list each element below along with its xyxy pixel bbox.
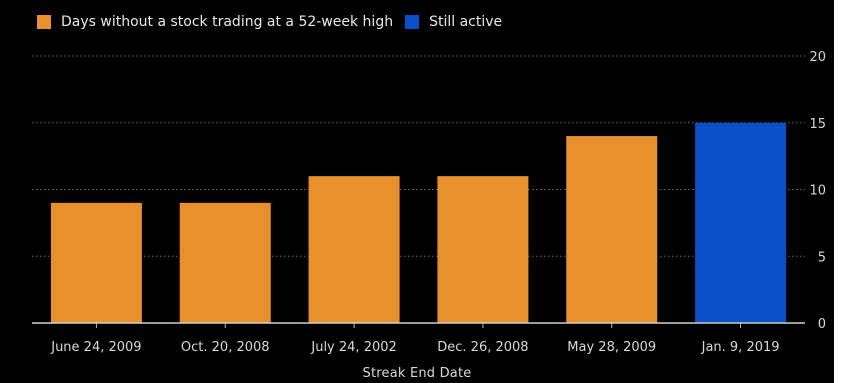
legend-item-days: Days without a stock trading at a 52-wee… <box>37 14 393 30</box>
bar <box>437 176 529 323</box>
legend: Days without a stock trading at a 52-wee… <box>37 14 514 30</box>
x-tick-label: June 24, 2009 <box>50 340 141 355</box>
legend-label-days: Days without a stock trading at a 52-wee… <box>61 14 394 30</box>
legend-item-active: Still active <box>405 14 502 30</box>
bar <box>566 136 658 323</box>
x-tick-label: Oct. 20, 2008 <box>181 340 270 355</box>
x-axis-title: Streak End Date <box>362 366 472 381</box>
y-tick-label: 20 <box>809 50 826 65</box>
legend-label-active: Still active <box>429 14 503 30</box>
bar <box>179 202 271 323</box>
x-tick-label: July 24, 2002 <box>310 340 396 355</box>
bar <box>308 176 400 323</box>
y-tick-label: 0 <box>818 317 826 332</box>
x-tick-label: May 28, 2009 <box>567 340 656 355</box>
bar <box>695 122 787 323</box>
y-tick-label: 5 <box>818 250 826 265</box>
y-tick-label: 10 <box>809 184 826 199</box>
legend-swatch-active <box>405 15 420 29</box>
legend-swatch-days <box>37 15 51 29</box>
x-tick-label: Jan. 9, 2019 <box>701 340 780 355</box>
y-tick-label: 15 <box>809 117 826 132</box>
bar <box>50 202 142 323</box>
x-tick-label: Dec. 26, 2008 <box>437 340 528 355</box>
